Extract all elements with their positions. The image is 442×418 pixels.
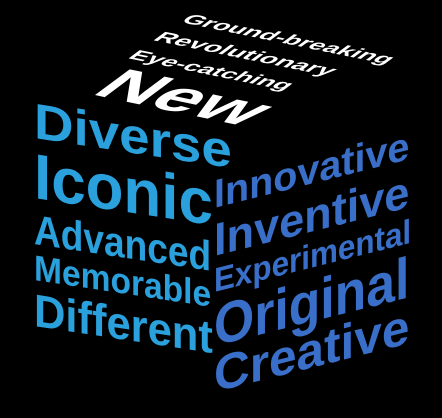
right-face: Innovative Inventive Experimental Origin… bbox=[214, 124, 411, 404]
left-face: Diverse Iconic Advanced Memorable Differ… bbox=[34, 93, 232, 364]
